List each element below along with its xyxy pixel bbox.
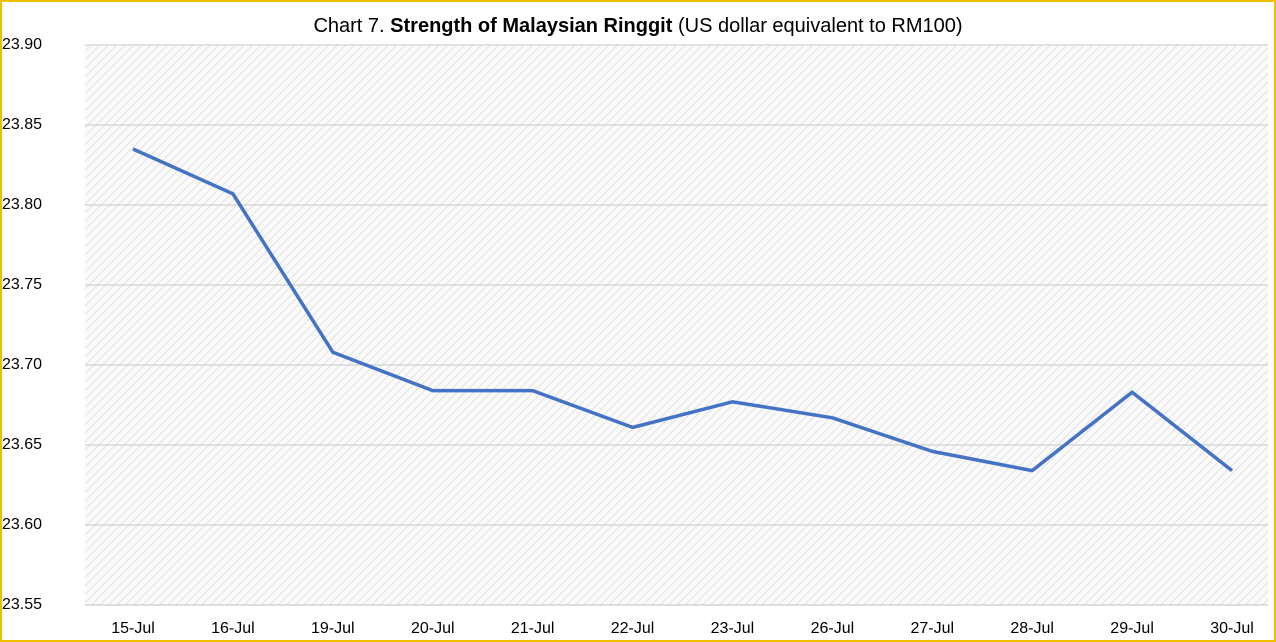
plot-area [85,45,1268,605]
title-part: Chart 7. [313,15,390,37]
y-tick-label: 23.80 [2,196,42,213]
x-tick-label: 23-Jul [711,620,755,637]
x-tick-label: 30-Jul [1210,620,1254,637]
chart-title: Chart 7. Strength of Malaysian Ringgit (… [313,15,962,37]
x-tick-label: 15-Jul [111,620,155,637]
y-tick-label: 23.85 [2,116,42,133]
data-line [132,147,1234,473]
y-tick-label: 23.60 [2,516,42,533]
title-part: Strength of Malaysian Ringgit [390,15,673,37]
x-tick-label: 26-Jul [811,620,855,637]
x-tick-label: 20-Jul [411,620,455,637]
x-tick-label: 21-Jul [511,620,555,637]
x-tick-label: 16-Jul [211,620,255,637]
x-tick-label: 29-Jul [1110,620,1154,637]
x-tick-label: 19-Jul [311,620,355,637]
y-tick-label: 23.55 [2,596,42,613]
x-tick-label: 27-Jul [910,620,954,637]
x-tick-label: 22-Jul [611,620,655,637]
y-tick-label: 23.75 [2,276,42,293]
y-tick-label: 23.65 [2,436,42,453]
title-part: (US dollar equivalent to RM100) [672,15,962,37]
x-tick-label: 28-Jul [1010,620,1054,637]
y-tick-label: 23.90 [2,36,42,53]
y-tick-label: 23.70 [2,356,42,373]
